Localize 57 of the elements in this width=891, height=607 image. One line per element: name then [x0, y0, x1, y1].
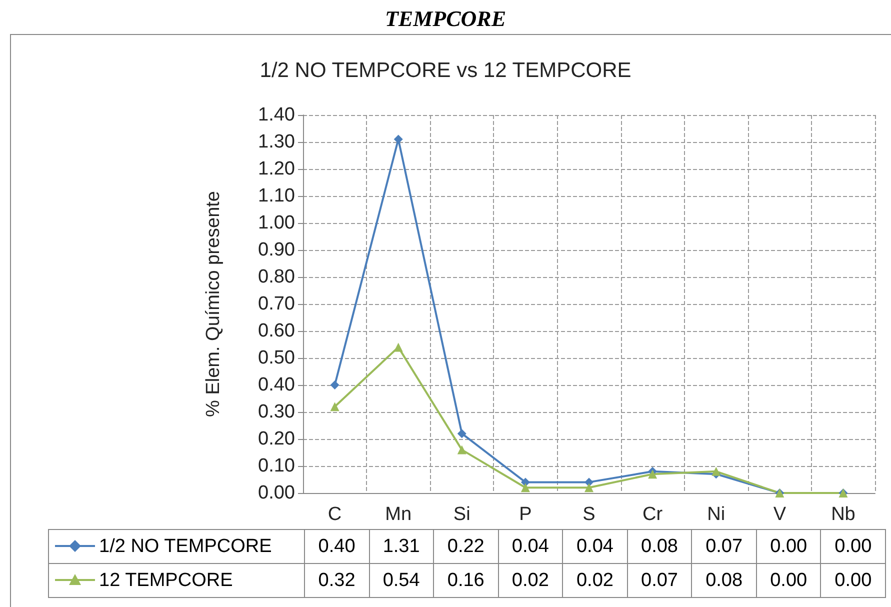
y-tick-label: 0.10: [258, 456, 295, 476]
x-tick-label: Nb: [831, 504, 856, 525]
x-tick-label: Mn: [385, 504, 412, 525]
y-tick-label: 1.20: [258, 158, 295, 180]
data-label: 0.54: [369, 564, 434, 598]
point: [330, 402, 340, 412]
data-label: 0.07: [627, 564, 692, 598]
data-label: 0.00: [820, 530, 886, 564]
x-tick-label: Cr: [642, 504, 664, 525]
chart-subtitle: 1/2 NO TEMPCORE vs 12 TEMPCORE: [260, 59, 632, 82]
point: [648, 470, 658, 479]
data-label: 0.16: [434, 564, 498, 598]
x-tick-label: S: [582, 504, 596, 525]
data-label: 0.40: [304, 530, 370, 564]
legend-label: 1/2 NO TEMPCORE: [48, 530, 304, 564]
y-tick-label: 1.30: [258, 132, 295, 152]
x-tick-label: Ni: [707, 504, 726, 525]
y-tick-label: 1.10: [258, 186, 295, 206]
y-axis-title: % Elem. Químico presente: [203, 191, 224, 417]
y-tick-label: 0.40: [258, 374, 295, 396]
y-tick-label: 1.40: [258, 104, 295, 126]
x-tick-label: P: [519, 504, 532, 525]
x-tick-label: C: [328, 504, 342, 525]
data-label: 1.31: [369, 530, 434, 564]
data-label: 0.08: [627, 530, 692, 564]
point: [712, 466, 721, 476]
y-tick-label: 0.00: [258, 482, 295, 504]
data-label: 0.32: [304, 564, 370, 598]
data-label: 0.07: [692, 530, 756, 564]
x-tick-label: V: [773, 504, 786, 525]
legend-label: 12 TEMPCORE: [48, 564, 304, 598]
data-label: 0.08: [692, 564, 756, 598]
chart-title: TEMPCORE: [384, 6, 508, 32]
point: [330, 380, 340, 390]
y-tick-label: 1.00: [258, 212, 295, 234]
y-tick-label: 0.50: [258, 348, 295, 368]
y-tick-label: 0.90: [258, 240, 295, 260]
data-label: 0.22: [434, 530, 498, 564]
point: [457, 445, 466, 454]
data-label: 0.04: [498, 530, 563, 564]
point: [520, 483, 530, 492]
point: [394, 134, 403, 144]
data-label: 0.00: [756, 530, 821, 564]
x-tick-label: Si: [453, 504, 470, 525]
data-label: 0.02: [562, 564, 628, 598]
data-label: 0.02: [498, 564, 563, 598]
y-tick-label: 0.20: [258, 428, 295, 450]
y-tick-label: 0.80: [258, 266, 295, 288]
y-tick-label: 0.30: [258, 402, 295, 422]
point: [457, 429, 466, 438]
point: [584, 483, 594, 492]
data-label: 0.04: [562, 530, 628, 564]
data-label: 0.00: [820, 564, 886, 598]
y-tick-label: 0.60: [258, 320, 295, 342]
point: [394, 342, 403, 352]
y-tick-label: 0.70: [258, 294, 295, 314]
data-label: 0.00: [756, 564, 821, 598]
